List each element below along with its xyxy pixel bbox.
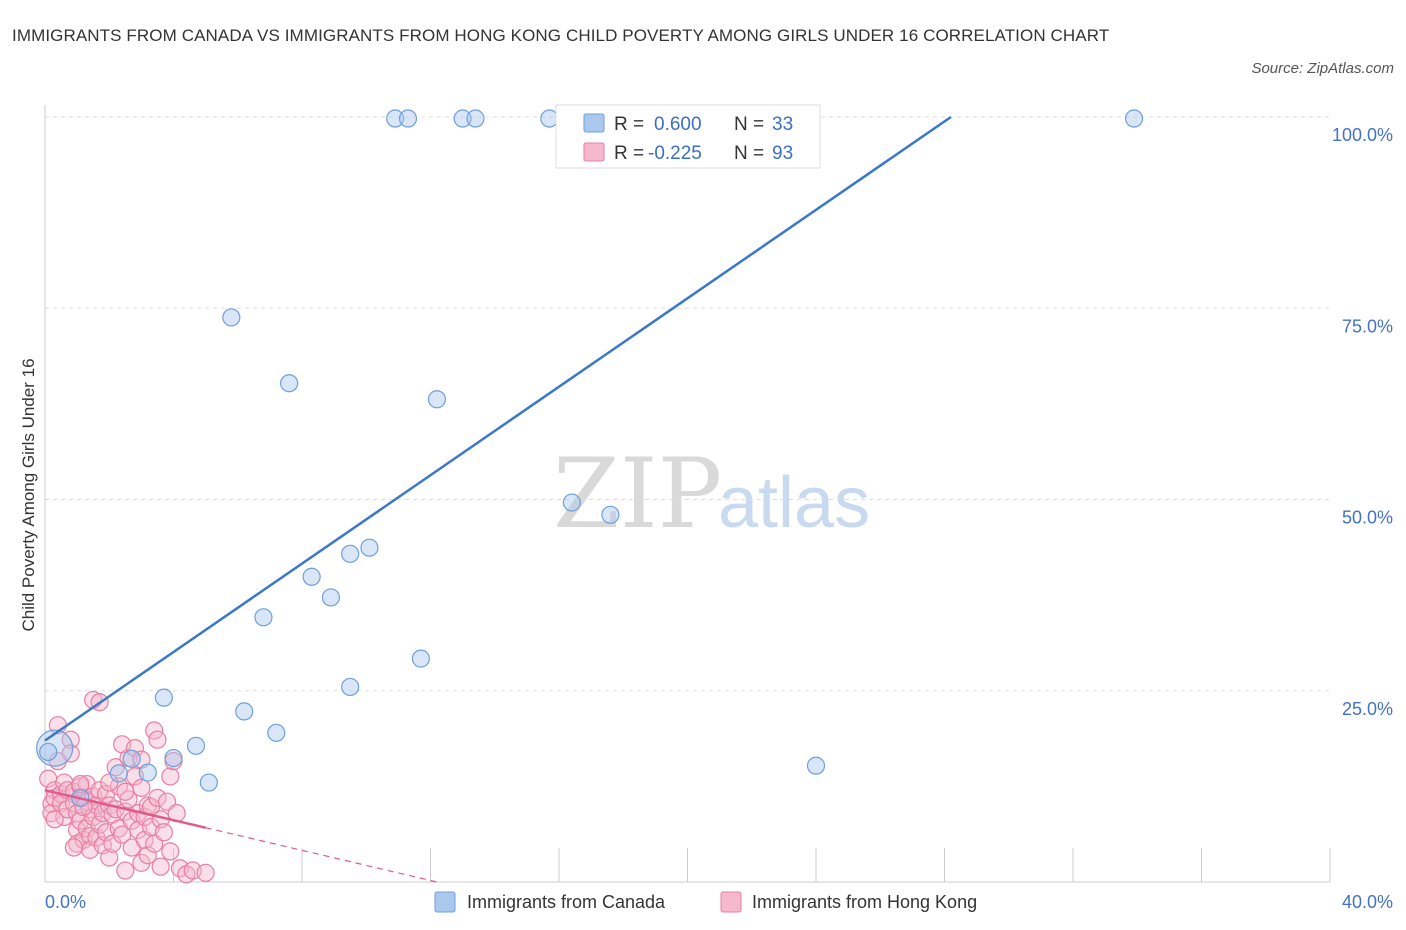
canada-point xyxy=(154,688,173,707)
hongkong-point xyxy=(161,767,180,786)
hongkong-point xyxy=(154,823,173,842)
hongkong-point xyxy=(45,810,64,829)
canada-point xyxy=(341,544,360,563)
hongkong-point xyxy=(151,857,170,876)
canada-trend-line xyxy=(44,115,952,742)
hongkong-point xyxy=(116,861,135,880)
grid-lines xyxy=(45,116,1330,692)
legend-canada-swatch xyxy=(583,113,605,133)
legend-hongkong-swatch xyxy=(583,142,605,162)
watermark-atlas: atlas xyxy=(718,463,870,543)
canada-point xyxy=(267,723,286,742)
chart-source: Source: ZipAtlas.com xyxy=(1251,60,1394,77)
hongkong-point xyxy=(148,730,167,749)
hongkong-point xyxy=(132,778,151,798)
canada-point xyxy=(302,567,321,586)
canada-point xyxy=(386,109,405,128)
y-tick-label: 75.0% xyxy=(1342,316,1393,336)
canada-points xyxy=(36,109,1144,807)
canada-point xyxy=(1124,109,1144,128)
canada-point xyxy=(39,742,58,762)
hongkong-point xyxy=(103,834,122,853)
canada-point xyxy=(427,390,447,409)
canada-point xyxy=(360,538,379,557)
trend-lines xyxy=(44,115,952,883)
axes xyxy=(44,105,1331,883)
series-legend: Immigrants from Canada Immigrants from H… xyxy=(434,891,977,913)
legend-hongkong-r-label: R = xyxy=(614,143,644,164)
bottom-legend-canada-swatch xyxy=(434,891,456,913)
hongkong-point xyxy=(100,773,119,792)
canada-point xyxy=(562,493,581,512)
hongkong-point xyxy=(116,782,135,801)
hongkong-point xyxy=(71,774,90,794)
hongkong-trend-line xyxy=(44,788,206,829)
y-tick-label: 100.0% xyxy=(1332,125,1393,145)
hongkong-point xyxy=(100,848,119,867)
canada-point xyxy=(109,764,128,783)
canada-point xyxy=(280,374,299,393)
legend-canada-n-label: N = xyxy=(734,114,764,135)
y-tick-labels: 25.0% 50.0% 75.0% 100.0% xyxy=(1332,125,1393,719)
canada-point xyxy=(122,749,141,768)
x-tick-label-max: 40.0% xyxy=(1342,892,1393,912)
canada-point xyxy=(540,109,559,128)
y-axis-label: Child Poverty Among Girls Under 16 xyxy=(19,358,38,631)
legend-canada-n-value: 33 xyxy=(772,114,793,135)
canada-point xyxy=(398,109,418,128)
x-tick-label-min: 0.0% xyxy=(45,892,86,912)
canada-point xyxy=(186,736,206,755)
chart-title: IMMIGRANTS FROM CANADA VS IMMIGRANTS FRO… xyxy=(12,26,1110,45)
legend-canada-r-value: 0.600 xyxy=(654,114,702,135)
canada-point xyxy=(164,748,183,768)
canada-point xyxy=(341,677,360,697)
hongkong-point xyxy=(148,788,167,807)
bottom-legend-hongkong-swatch xyxy=(720,891,742,913)
canada-point xyxy=(806,756,826,775)
canada-point xyxy=(321,588,341,607)
y-tick-label: 50.0% xyxy=(1342,508,1393,528)
legend-hongkong-n-value: 93 xyxy=(772,143,793,164)
legend-canada-r-label: R = xyxy=(614,114,644,135)
bottom-legend-canada-label: Immigrants from Canada xyxy=(467,892,666,912)
canada-point xyxy=(199,773,218,792)
canada-point xyxy=(466,109,485,128)
hongkong-points xyxy=(39,690,215,884)
canada-point xyxy=(601,505,620,524)
canada-point xyxy=(411,649,430,668)
watermark-zip: ZIP xyxy=(553,438,722,550)
hongkong-point xyxy=(196,863,215,882)
hongkong-point xyxy=(138,846,157,865)
canada-point xyxy=(254,608,273,627)
canada-point xyxy=(235,702,254,721)
hongkong-point xyxy=(64,838,84,857)
hongkong-point xyxy=(125,739,145,758)
canada-point xyxy=(138,763,157,782)
legend-hongkong-r-value: -0.225 xyxy=(648,143,702,164)
legend-hongkong-n-label: N = xyxy=(734,143,764,164)
y-tick-label: 25.0% xyxy=(1342,699,1393,719)
bottom-legend-hongkong-label: Immigrants from Hong Kong xyxy=(752,892,977,912)
canada-point xyxy=(453,109,472,128)
hongkong-point xyxy=(161,842,180,861)
canada-point xyxy=(222,308,241,327)
hongkong-trend-extension xyxy=(205,827,438,883)
correlation-legend: R = 0.600 N = 33 R = -0.225 N = 93 xyxy=(555,104,821,169)
